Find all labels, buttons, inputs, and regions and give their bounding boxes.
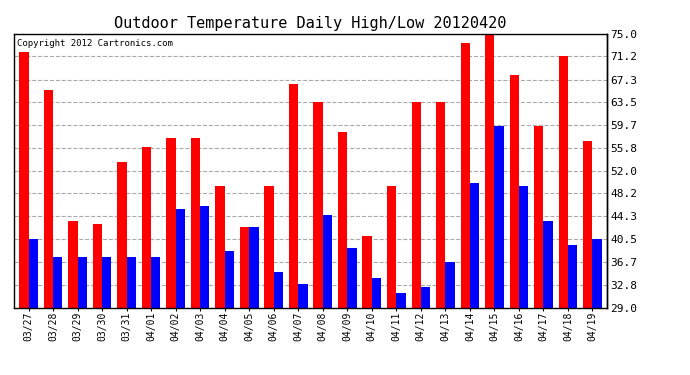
Bar (396, 292, 406, 308)
Text: Copyright 2012 Cartronics.com: Copyright 2012 Cartronics.com (17, 39, 172, 48)
Bar (289, 84, 298, 308)
Bar (510, 75, 519, 308)
Bar (117, 162, 126, 308)
Bar (387, 186, 396, 308)
Bar (215, 186, 225, 308)
Bar (298, 284, 308, 308)
Title: Outdoor Temperature Daily High/Low 20120420: Outdoor Temperature Daily High/Low 20120… (115, 16, 506, 31)
Bar (249, 227, 259, 308)
Bar (200, 206, 210, 308)
Bar (19, 52, 28, 308)
Bar (593, 239, 602, 308)
Bar (436, 102, 445, 308)
Bar (240, 227, 249, 308)
Bar (460, 43, 470, 308)
Bar (53, 257, 62, 307)
Bar (323, 215, 332, 308)
Bar (43, 90, 53, 308)
Bar (28, 239, 38, 308)
Bar (166, 138, 176, 308)
Bar (470, 183, 479, 308)
Bar (372, 278, 381, 308)
Bar (495, 126, 504, 308)
Bar (338, 132, 347, 308)
Bar (347, 248, 357, 308)
Bar (568, 245, 578, 308)
Bar (559, 56, 568, 308)
Bar (411, 102, 421, 308)
Bar (176, 209, 185, 308)
Bar (421, 286, 430, 308)
Bar (362, 236, 372, 308)
Bar (485, 34, 495, 308)
Bar (544, 221, 553, 308)
Bar (445, 262, 455, 308)
Bar (225, 251, 234, 308)
Bar (151, 257, 161, 307)
Bar (519, 186, 529, 308)
Bar (142, 147, 151, 308)
Bar (191, 138, 200, 308)
Bar (102, 257, 111, 307)
Bar (534, 126, 544, 308)
Bar (68, 221, 77, 308)
Bar (92, 224, 102, 308)
Bar (264, 186, 274, 308)
Bar (274, 272, 283, 308)
Bar (583, 141, 593, 308)
Bar (77, 257, 87, 307)
Bar (126, 257, 136, 307)
Bar (313, 102, 323, 308)
